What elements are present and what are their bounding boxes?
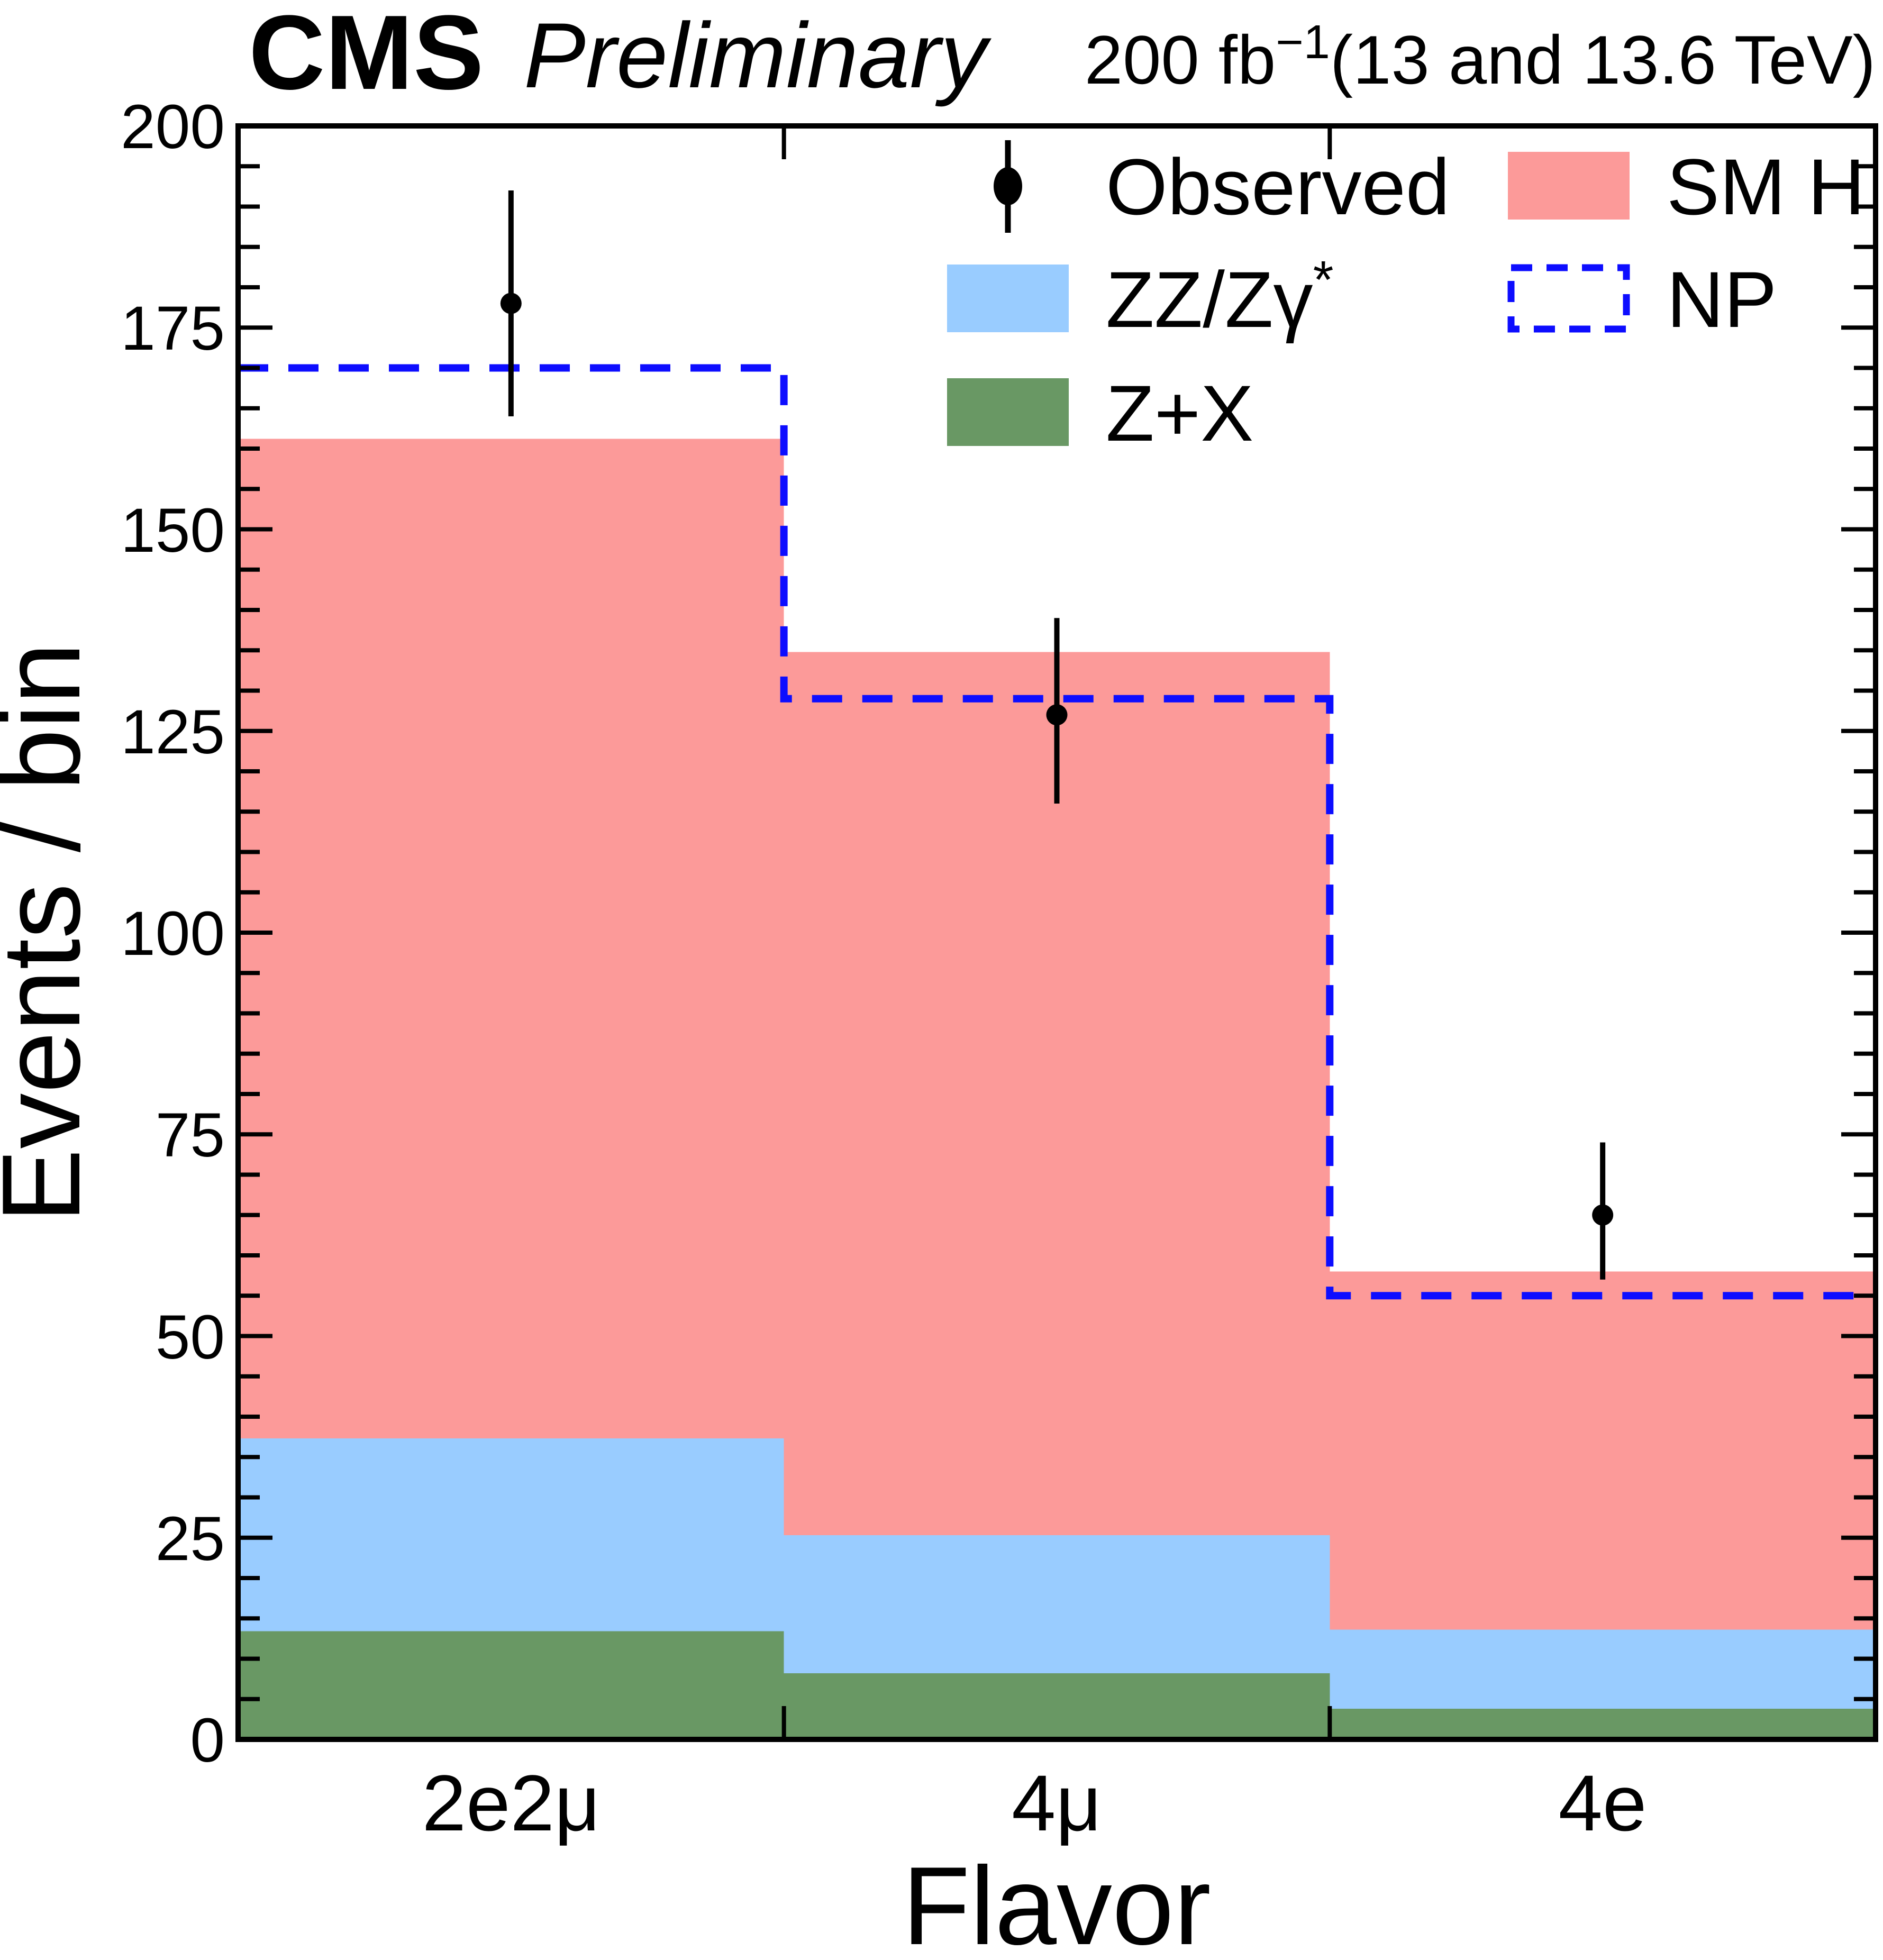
plot-frame bbox=[235, 123, 1878, 1742]
y-tick-label-125: 125 bbox=[121, 697, 225, 767]
bar-zx-bin0 bbox=[238, 1631, 784, 1739]
cms-logo-text: CMS bbox=[249, 0, 484, 112]
stacked-bars-layer bbox=[238, 439, 1876, 1739]
observed-point-bin1 bbox=[1046, 704, 1068, 726]
observed-point-bin2 bbox=[1592, 1204, 1614, 1226]
bar-zz-bin0 bbox=[238, 1438, 784, 1631]
legend-zz-swatch bbox=[947, 265, 1069, 332]
preliminary-label: Preliminary bbox=[524, 4, 992, 107]
observed-points-layer bbox=[500, 190, 1614, 1280]
x-tick-label-4e: 4e bbox=[1559, 1758, 1647, 1847]
legend-observed-label: Observed bbox=[1106, 142, 1450, 231]
x-tick-label-2e2mu: 2e2μ bbox=[422, 1758, 601, 1847]
bar-smh-bin2 bbox=[1330, 1271, 1876, 1630]
np-dashed-line-layer bbox=[238, 364, 1876, 1300]
lumi-suffix: (13 and 13.6 TeV) bbox=[1330, 21, 1876, 98]
legend-zz-main: ZZ/Zγ bbox=[1106, 255, 1313, 344]
observed-point-bin0 bbox=[500, 293, 522, 314]
lumi-prefix: 200 fb bbox=[1085, 21, 1276, 98]
bar-zx-bin1 bbox=[784, 1673, 1330, 1739]
x-axis-title: Flavor bbox=[902, 1844, 1211, 1960]
legend-np-swatch bbox=[1507, 264, 1630, 333]
y-tick-label-150: 150 bbox=[121, 496, 225, 566]
y-tick-label-75: 75 bbox=[156, 1100, 225, 1170]
luminosity-label: 200 fb−1(13 and 13.6 TeV) bbox=[1085, 16, 1876, 98]
legend-np-label: NP bbox=[1667, 255, 1777, 344]
legend-zx-label: Z+X bbox=[1106, 369, 1253, 458]
bar-zz-bin1 bbox=[784, 1535, 1330, 1673]
legend-zz-label: ZZ/Zγ* bbox=[1106, 250, 1333, 344]
legend: Observed SM H ZZ/Zγ* NP Z+X bbox=[947, 140, 1865, 458]
y-tick-label-175: 175 bbox=[121, 294, 225, 363]
y-tick-label-200: 200 bbox=[121, 92, 225, 162]
x-tick-label-4mu: 4μ bbox=[1012, 1758, 1102, 1847]
y-tick-label-0: 0 bbox=[190, 1706, 225, 1775]
legend-smh-swatch bbox=[1508, 152, 1630, 220]
bar-zx-bin2 bbox=[1330, 1709, 1876, 1739]
y-axis-title: Events / bin bbox=[0, 642, 103, 1223]
legend-observed-marker-icon bbox=[994, 140, 1022, 233]
legend-smh-label: SM H bbox=[1667, 142, 1865, 231]
y-tick-label-25: 25 bbox=[156, 1504, 225, 1574]
legend-zx-swatch bbox=[947, 378, 1069, 446]
lumi-superscript: −1 bbox=[1276, 16, 1330, 69]
bar-zz-bin2 bbox=[1330, 1629, 1876, 1709]
legend-zz-superscript: * bbox=[1313, 250, 1334, 309]
bar-smh-bin0 bbox=[238, 439, 784, 1439]
y-tick-label-50: 50 bbox=[156, 1302, 225, 1372]
axes-frame-layer bbox=[235, 123, 1878, 1742]
np-line bbox=[238, 364, 1876, 1300]
y-tick-label-100: 100 bbox=[121, 899, 225, 969]
